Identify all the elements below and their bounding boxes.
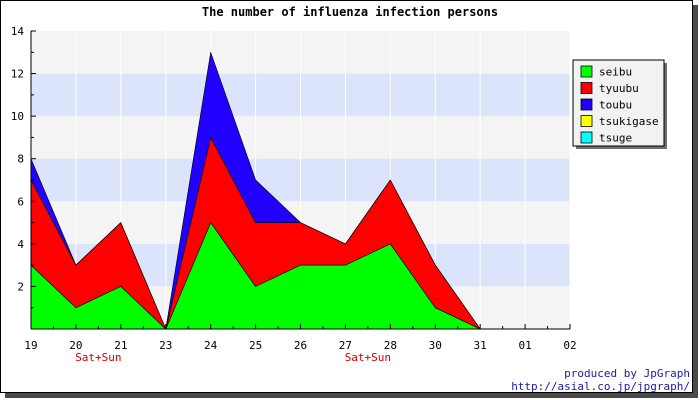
legend-swatch-tsukigase [580, 115, 593, 127]
legend-swatch-toubu [580, 98, 593, 111]
legend-swatch-tyuubu [580, 82, 593, 94]
y-tick-label: 10 [11, 110, 24, 123]
x-tick-label: 27 [339, 339, 352, 352]
y-tick-label: 8 [17, 153, 24, 166]
x-tick-label: 01 [518, 339, 531, 352]
y-tick-label: 4 [17, 238, 24, 251]
x-tick-label: 25 [249, 339, 262, 352]
credit-produced-by: produced by JpGraph [564, 367, 690, 380]
x-tick-label: 20 [69, 339, 82, 352]
x-tick-label: 31 [474, 339, 487, 352]
legend-swatch-seibu [580, 65, 593, 78]
x-tick-label: 02 [563, 339, 576, 352]
y-tick-label: 14 [11, 25, 25, 38]
area-toubu [30, 52, 481, 330]
legend-label-seibu: seibu [599, 66, 632, 79]
chart-title: The number of influenza infection person… [202, 5, 498, 19]
x-tick-label: 30 [429, 339, 442, 352]
legend: seibu tyuubu toubu tsukigase tsuge [572, 59, 667, 149]
legend-label-tsukigase: tsukigase [599, 115, 659, 128]
legend-swatch-tsuge [580, 131, 593, 144]
x-tick-label: 19 [24, 339, 37, 352]
y-tick-label: 2 [17, 280, 24, 293]
credit-url[interactable]: http://asial.co.jp/jpgraph/ [511, 380, 690, 393]
y-tick-label: 12 [11, 68, 24, 81]
x-tick-label: 24 [204, 339, 218, 352]
legend-label-tsuge: tsuge [599, 132, 632, 145]
weekend-label: Sat+Sun [345, 351, 391, 364]
x-tick-label: 21 [114, 339, 127, 352]
y-tick-label: 6 [17, 195, 24, 208]
x-tick-label: 26 [294, 339, 307, 352]
x-tick-label: 23 [159, 339, 172, 352]
weekend-label: Sat+Sun [75, 351, 121, 364]
legend-label-toubu: toubu [599, 99, 632, 112]
legend-label-tyuubu: tyuubu [599, 82, 639, 95]
x-tick-label: 28 [384, 339, 397, 352]
